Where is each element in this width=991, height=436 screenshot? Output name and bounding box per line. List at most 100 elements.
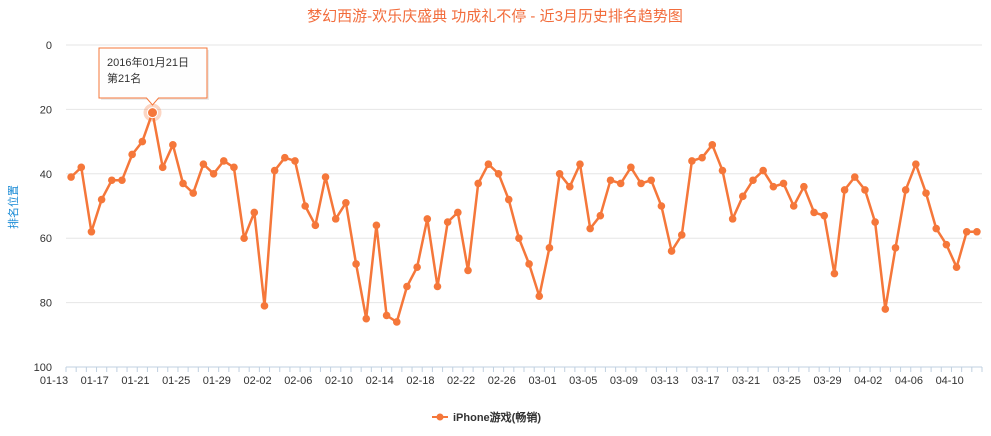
data-point[interactable] — [535, 292, 544, 300]
data-point[interactable] — [973, 227, 981, 236]
data-point[interactable] — [861, 186, 869, 194]
data-point[interactable] — [606, 176, 615, 185]
data-point[interactable] — [494, 170, 503, 178]
data-point[interactable] — [199, 160, 208, 168]
data-point[interactable] — [525, 260, 533, 268]
data-point[interactable] — [739, 192, 747, 201]
data-point[interactable] — [718, 166, 727, 175]
data-point[interactable] — [342, 198, 350, 207]
data-point[interactable] — [158, 163, 167, 172]
data-point[interactable] — [372, 221, 381, 230]
data-point[interactable] — [464, 266, 472, 275]
data-point[interactable] — [555, 170, 564, 178]
x-tick-label: 02-10 — [325, 375, 353, 387]
data-point[interactable] — [586, 224, 594, 233]
data-point[interactable] — [97, 195, 106, 204]
data-point[interactable] — [321, 173, 330, 181]
data-point[interactable] — [169, 141, 177, 149]
y-tick-label: 60 — [40, 233, 52, 245]
data-point[interactable] — [240, 234, 248, 242]
data-point[interactable] — [291, 157, 299, 165]
data-point[interactable] — [789, 202, 798, 210]
data-point[interactable] — [728, 215, 737, 223]
data-point[interactable] — [810, 208, 818, 217]
data-point[interactable] — [759, 166, 767, 175]
data-point[interactable] — [901, 186, 910, 194]
data-point[interactable] — [637, 179, 645, 188]
data-point[interactable] — [301, 202, 309, 210]
data-point[interactable] — [362, 314, 371, 323]
data-point[interactable] — [912, 160, 920, 168]
data-point[interactable] — [545, 244, 554, 252]
data-point[interactable] — [189, 189, 198, 197]
data-point[interactable] — [830, 269, 839, 278]
data-point[interactable] — [138, 137, 147, 146]
data-point[interactable] — [779, 179, 788, 188]
data-point[interactable] — [281, 153, 289, 162]
data-point[interactable] — [850, 173, 859, 181]
data-point[interactable] — [179, 179, 187, 188]
data-point[interactable] — [952, 263, 961, 271]
data-point[interactable] — [962, 227, 971, 236]
data-point[interactable] — [922, 189, 930, 197]
data-point[interactable] — [118, 176, 126, 185]
data-point[interactable] — [270, 166, 279, 175]
data-point[interactable] — [352, 260, 360, 268]
data-point[interactable] — [484, 160, 493, 168]
data-point[interactable] — [820, 211, 829, 220]
x-tick-label: 01-13 — [40, 375, 68, 387]
x-tick-label: 03-29 — [813, 375, 841, 387]
data-point[interactable] — [566, 182, 574, 191]
data-point[interactable] — [576, 160, 584, 168]
data-point[interactable] — [474, 179, 483, 188]
data-point[interactable] — [219, 157, 228, 165]
data-point[interactable] — [871, 218, 879, 226]
data-point[interactable] — [209, 170, 218, 178]
legend[interactable]: iPhone游戏(畅销) — [432, 410, 541, 424]
x-tick-label: 04-10 — [936, 375, 964, 387]
data-point[interactable] — [840, 186, 849, 194]
data-point[interactable] — [443, 218, 452, 226]
data-point[interactable] — [942, 240, 951, 249]
data-point[interactable] — [800, 182, 808, 191]
data-point[interactable] — [616, 179, 625, 188]
data-point[interactable] — [423, 215, 432, 223]
legend-label: iPhone游戏(畅销) — [453, 410, 541, 424]
data-point[interactable] — [230, 163, 238, 172]
data-point[interactable] — [128, 150, 136, 159]
data-point[interactable] — [667, 247, 676, 255]
data-point[interactable] — [108, 176, 116, 185]
data-point[interactable] — [77, 163, 86, 172]
data-point[interactable] — [87, 227, 96, 236]
data-point[interactable] — [881, 305, 890, 313]
data-point[interactable] — [433, 282, 442, 291]
y-tick-label: 20 — [40, 104, 52, 116]
data-point[interactable] — [382, 311, 391, 320]
data-point[interactable] — [677, 231, 686, 239]
data-point[interactable] — [932, 224, 940, 233]
data-point[interactable] — [260, 302, 269, 310]
y-tick-label: 40 — [40, 169, 52, 181]
data-point[interactable] — [698, 153, 706, 162]
data-point[interactable] — [454, 208, 462, 217]
data-point[interactable] — [504, 195, 513, 204]
data-point[interactable] — [688, 157, 696, 165]
data-point[interactable] — [392, 318, 401, 326]
data-point[interactable] — [515, 234, 523, 242]
data-point[interactable] — [708, 141, 717, 149]
data-point[interactable] — [647, 176, 656, 185]
data-point[interactable] — [657, 202, 666, 210]
data-point[interactable] — [769, 182, 778, 191]
tooltip-date: 2016年01月21日 — [107, 55, 189, 69]
data-point[interactable] — [627, 163, 635, 172]
data-point[interactable] — [250, 208, 259, 217]
data-point[interactable] — [311, 221, 320, 230]
data-point[interactable] — [596, 211, 605, 220]
data-point[interactable] — [331, 215, 340, 223]
data-point[interactable] — [67, 173, 75, 181]
data-point[interactable] — [749, 176, 757, 185]
x-tick-label: 02-26 — [488, 375, 516, 387]
data-point[interactable] — [403, 282, 411, 291]
data-point[interactable] — [413, 263, 421, 271]
data-point[interactable] — [891, 244, 900, 252]
